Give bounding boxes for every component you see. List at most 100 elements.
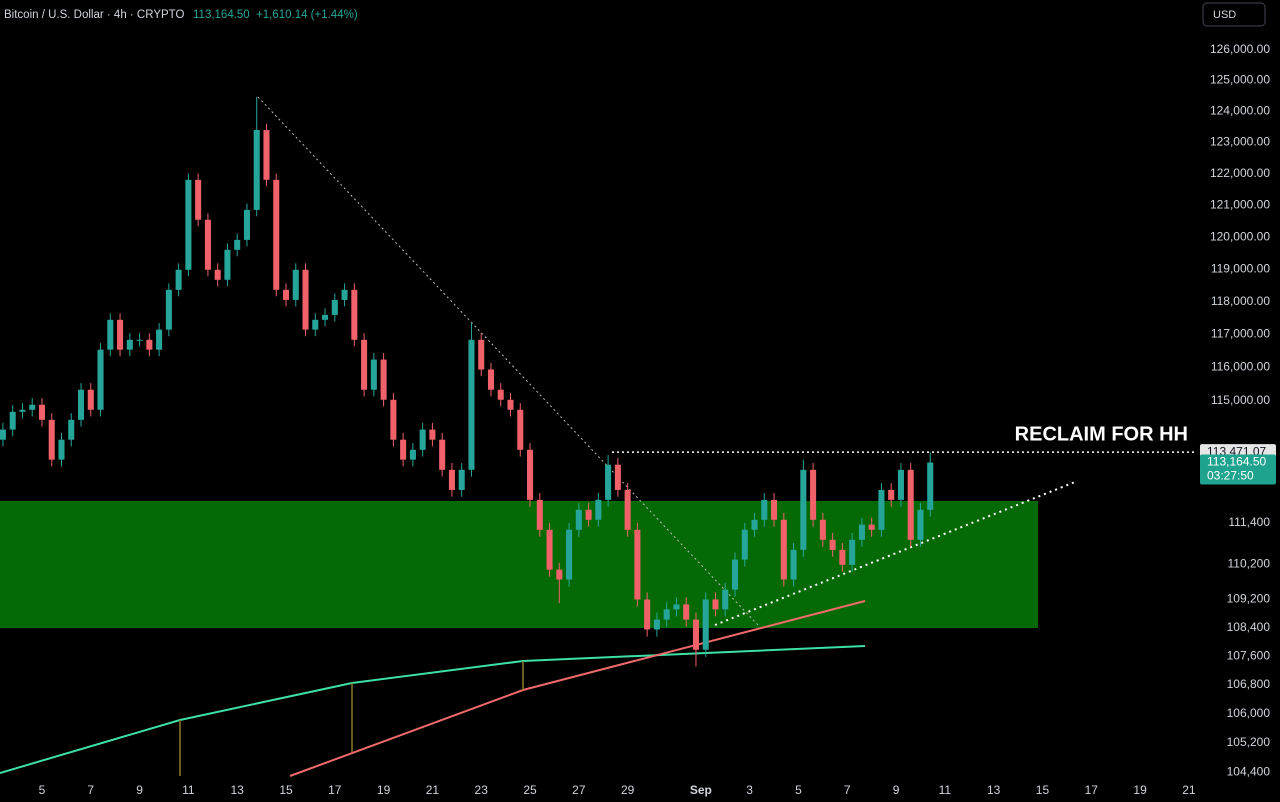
- candle-body: [243, 209, 250, 240]
- x-tick-label: 5: [795, 783, 802, 797]
- candle-body: [380, 359, 387, 400]
- candle-body: [556, 569, 563, 580]
- candle-body: [839, 549, 846, 565]
- candle-body: [302, 269, 309, 330]
- x-tick-label: 17: [1085, 783, 1099, 797]
- plot-area: [0, 96, 1195, 667]
- candle-body: [29, 404, 36, 410]
- candle-body: [146, 339, 153, 350]
- candle-body: [614, 464, 621, 490]
- candle-body: [712, 599, 719, 610]
- candle-body: [351, 289, 358, 340]
- candle-body: [38, 404, 45, 420]
- candle-body: [97, 349, 104, 410]
- axis-layer: 126,000.00 125,000.00 124,000.00 123,000.00…: [39, 42, 1276, 797]
- candle-body: [136, 339, 143, 341]
- candle-body: [19, 409, 26, 412]
- candle-body: [224, 249, 231, 280]
- x-tick-label: 11: [182, 783, 195, 797]
- x-tick-label: 17: [328, 783, 342, 797]
- y-tick-label: 124,000.00: [1210, 104, 1270, 118]
- candle-body: [478, 339, 485, 370]
- y-tick-label: 105,200: [1227, 735, 1271, 749]
- candle-body: [917, 509, 924, 540]
- y-tick-label: 119,000.00: [1211, 262, 1270, 276]
- currency[interactable]: USD: [1213, 9, 1236, 21]
- candle-body: [497, 389, 504, 400]
- candle-body: [439, 439, 446, 470]
- candle-body: [234, 239, 241, 250]
- x-tick-label: 3: [746, 783, 753, 797]
- candle-body: [780, 519, 787, 580]
- y-tick-label: 116,000.00: [1211, 360, 1270, 374]
- x-tick-label: 15: [279, 783, 293, 797]
- candle-body: [175, 269, 182, 290]
- candle-body: [692, 619, 699, 650]
- candle-body: [156, 329, 163, 350]
- candle-body: [468, 339, 475, 470]
- y-tick-label: 121,000.00: [1210, 198, 1270, 212]
- candle-body: [907, 469, 914, 540]
- candle-body: [575, 509, 582, 530]
- candle-body: [204, 219, 211, 270]
- candle-body: [527, 449, 534, 500]
- candle-body: [741, 529, 748, 560]
- candle-body: [507, 399, 514, 410]
- candle-body: [566, 529, 573, 580]
- candle-body: [653, 619, 660, 630]
- candle-body: [361, 339, 368, 390]
- candle-body: [58, 439, 65, 460]
- candle-body: [663, 609, 670, 620]
- last-price-tag: [1200, 454, 1276, 485]
- change: +1,610.14 (+1.44%): [256, 9, 358, 21]
- y-tick-label: 107,600: [1227, 648, 1271, 662]
- x-tick-label: 13: [231, 783, 245, 797]
- candle-body: [429, 429, 436, 440]
- y-tick-label: 117,000.00: [1211, 327, 1270, 341]
- candle-body: [9, 411, 16, 430]
- candle-body: [546, 529, 553, 570]
- candle-body: [634, 529, 641, 600]
- candle-body: [282, 289, 290, 300]
- candle-body: [185, 179, 192, 270]
- candle-body: [409, 449, 416, 460]
- y-tick-label: 122,000.00: [1210, 166, 1270, 180]
- symbol: Bitcoin / U.S. Dollar · 4h · CRYPTO: [4, 9, 184, 21]
- x-tick-label: 5: [39, 783, 46, 797]
- x-tick-label: 27: [572, 783, 586, 797]
- last-price: 113,164.50: [193, 9, 250, 21]
- candle-body: [897, 469, 904, 500]
- y-tick-label: 109,200: [1227, 592, 1271, 606]
- candle-body: [800, 469, 807, 550]
- candle-body: [585, 509, 592, 520]
- candle-body: [253, 130, 260, 210]
- x-tick-label: 11: [939, 783, 952, 797]
- x-tick-label: 9: [136, 783, 143, 797]
- candle-body: [322, 314, 329, 320]
- support-zone: [0, 501, 1038, 628]
- candle-body: [263, 130, 270, 180]
- candle-body: [117, 319, 124, 350]
- candle-body: [927, 462, 934, 510]
- currency-button[interactable]: [1202, 2, 1266, 27]
- candle-body: [448, 469, 455, 490]
- y-tick-label: 118,000.00: [1211, 294, 1270, 308]
- candle-body: [487, 369, 495, 390]
- candle-body: [126, 339, 133, 350]
- y-tick-label: 120,000.00: [1210, 229, 1270, 243]
- candle-body: [849, 539, 856, 565]
- candle-body: [214, 269, 221, 280]
- candle-body: [400, 439, 407, 460]
- candle-body: [868, 524, 875, 530]
- y-tick-label: 104,400: [1227, 764, 1271, 778]
- x-tick-label: 19: [1133, 783, 1147, 797]
- candle-body: [731, 559, 739, 590]
- candle-body: [87, 389, 94, 410]
- y-tick-label: 108,400: [1227, 620, 1271, 634]
- candle-body: [888, 489, 895, 500]
- candle-body: [605, 464, 612, 500]
- y-tick-label: 115,000.00: [1211, 393, 1270, 407]
- candle-body: [195, 179, 202, 220]
